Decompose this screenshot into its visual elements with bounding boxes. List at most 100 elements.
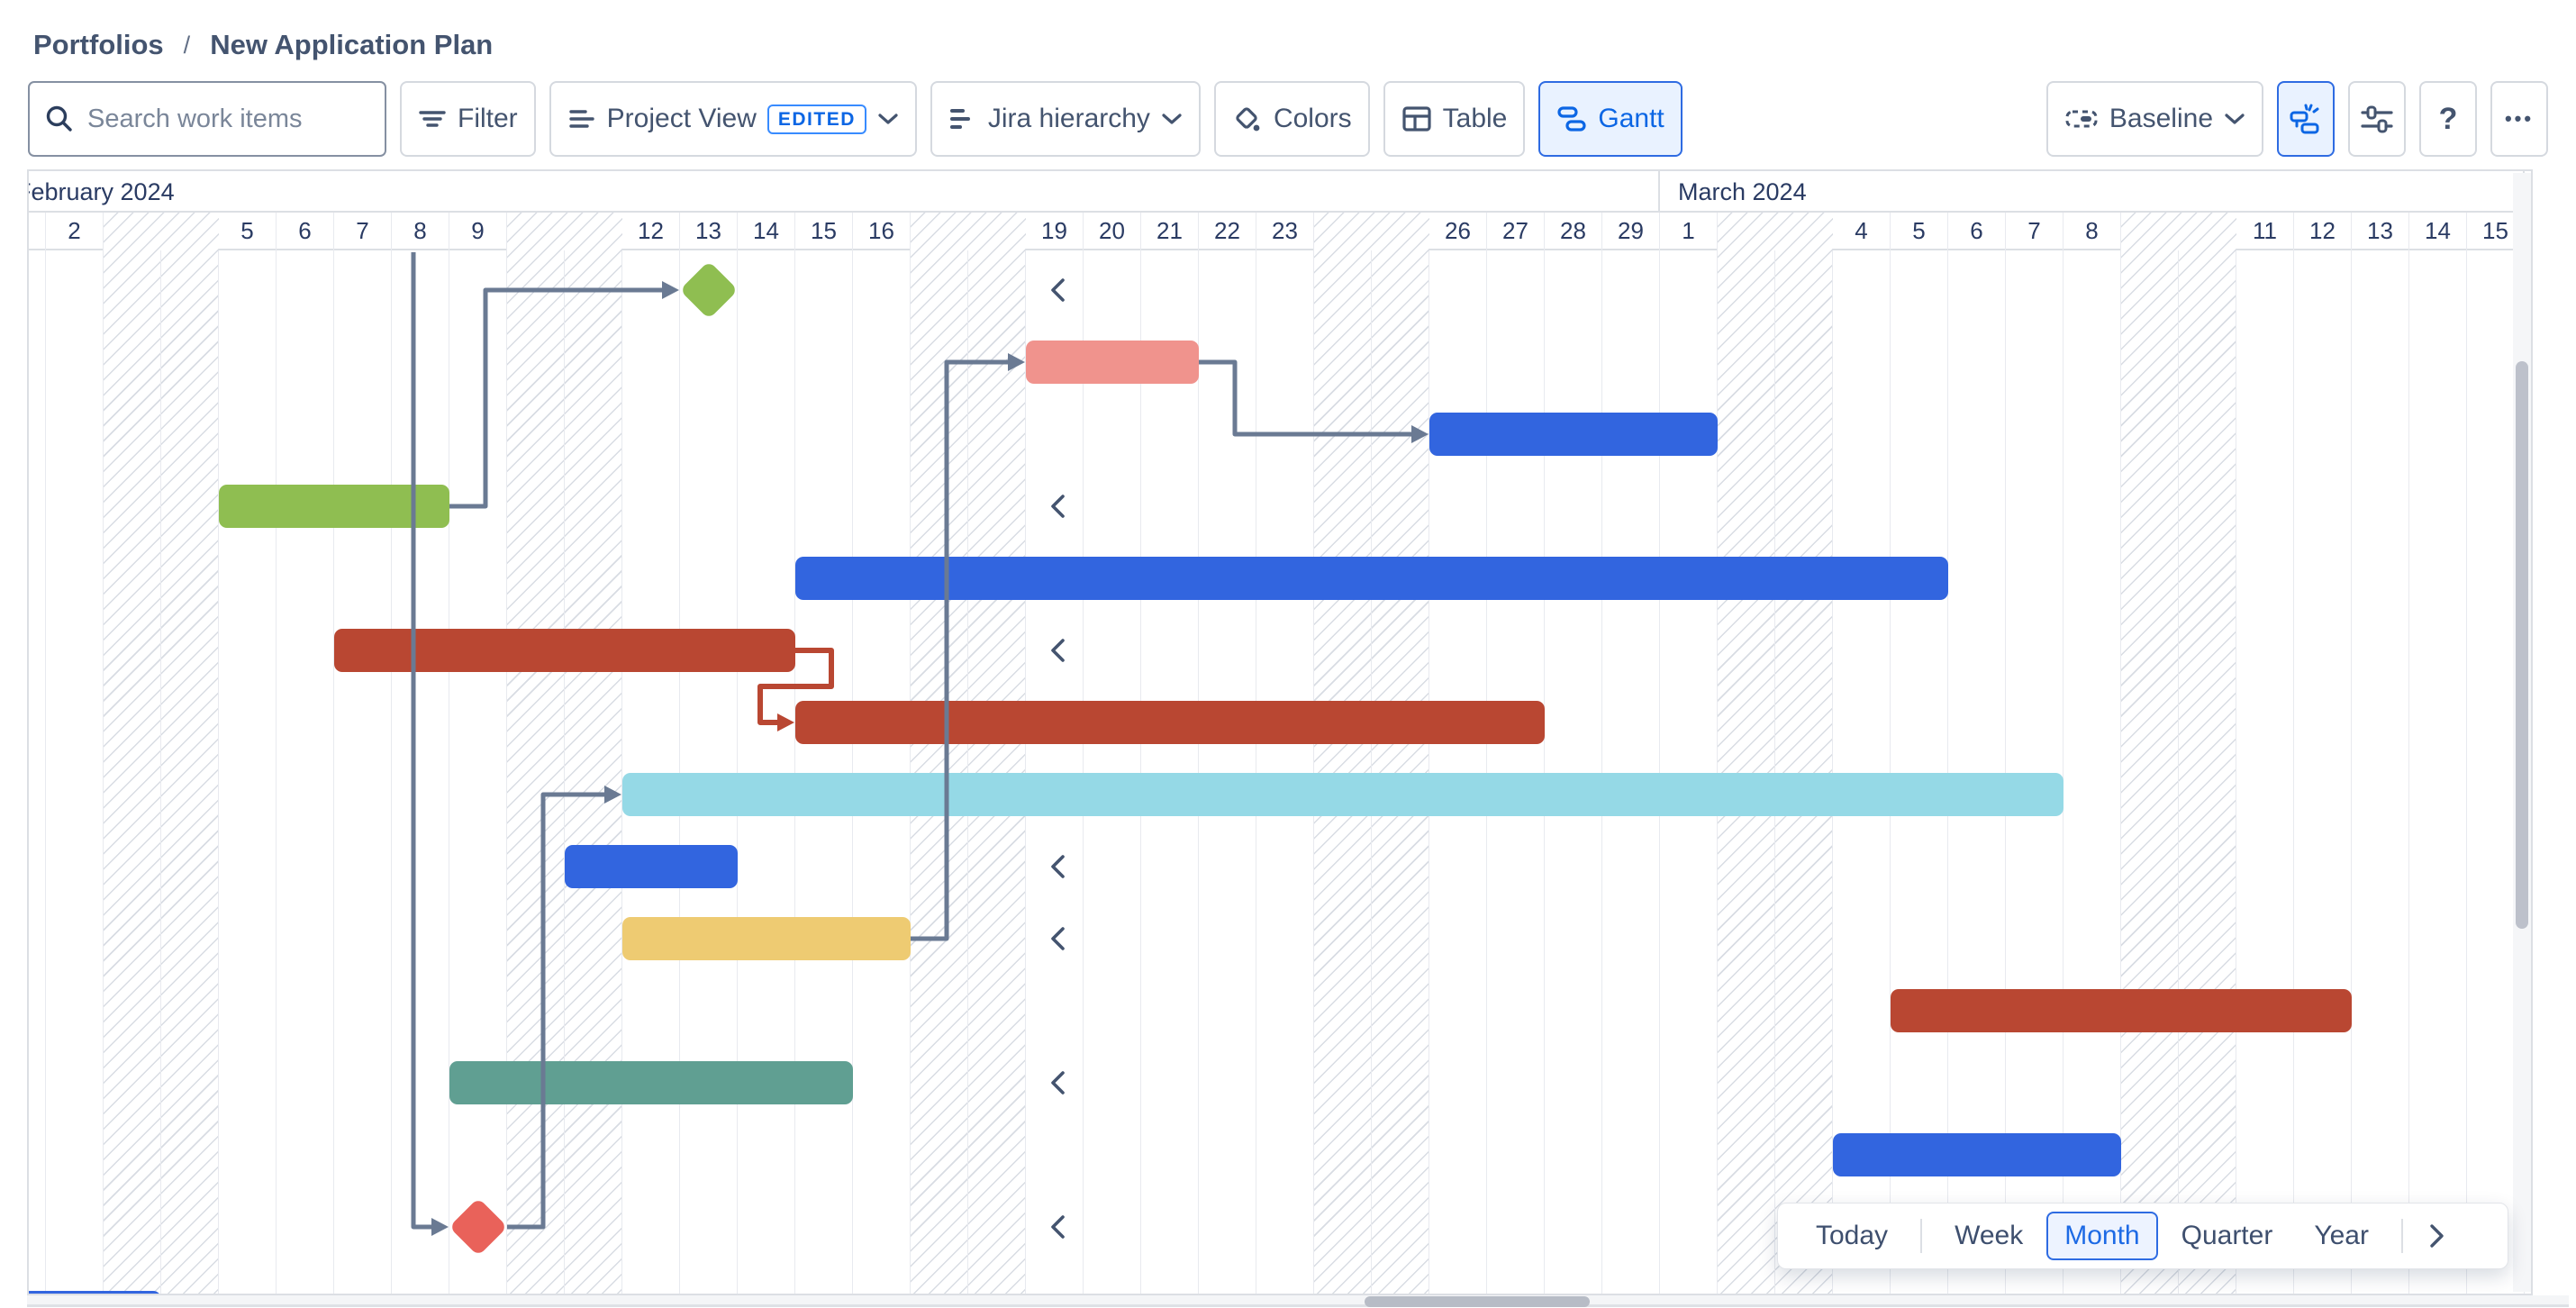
day-column bbox=[1429, 250, 1487, 1294]
month-label: March 2024 bbox=[1678, 178, 1807, 205]
paint-bucket-icon bbox=[1236, 107, 1260, 132]
zoom-year-button[interactable]: Year bbox=[2296, 1212, 2387, 1260]
day-header-cell: 16 bbox=[853, 213, 911, 250]
gantt-bar-t1[interactable] bbox=[1026, 341, 1199, 384]
day-header-cell: 21 bbox=[1141, 213, 1199, 250]
day-header-cell: 14 bbox=[2409, 213, 2467, 250]
gantt-icon bbox=[1557, 106, 1586, 132]
gantt-view-button[interactable]: Gantt bbox=[1538, 81, 1683, 157]
gantt-bar-t10[interactable] bbox=[1891, 989, 2352, 1032]
day-column bbox=[2352, 250, 2409, 1294]
day-column bbox=[2409, 250, 2467, 1294]
zoom-month-button[interactable]: Month bbox=[2046, 1212, 2158, 1260]
day-header-cell: 19 bbox=[1026, 213, 1084, 250]
day-header-cell: 1 bbox=[1660, 213, 1718, 250]
collapse-chevron-row-9[interactable] bbox=[1046, 852, 1069, 881]
day-column bbox=[622, 250, 680, 1294]
chevron-left-icon bbox=[1051, 495, 1065, 518]
day-header-cell: 12 bbox=[622, 213, 680, 250]
gantt-bar-t7[interactable] bbox=[622, 773, 2064, 816]
chevron-left-icon bbox=[1051, 927, 1065, 950]
collapse-chevron-row-10[interactable] bbox=[1046, 924, 1069, 953]
more-options-button[interactable]: ••• bbox=[2490, 81, 2548, 157]
day-header-cell: 5 bbox=[219, 213, 277, 250]
baseline-button[interactable]: Baseline bbox=[2045, 81, 2263, 157]
align-left-icon bbox=[568, 110, 594, 128]
gantt-bar-t4[interactable] bbox=[795, 557, 1948, 600]
day-header-cell: 13 bbox=[2352, 213, 2409, 250]
gantt-bar-t8[interactable] bbox=[565, 845, 738, 888]
more-icon: ••• bbox=[2504, 107, 2535, 130]
day-header-cell: 20 bbox=[1084, 213, 1141, 250]
gantt-bar-t3[interactable] bbox=[219, 485, 449, 528]
gantt-bar-t5[interactable] bbox=[334, 629, 795, 672]
day-column bbox=[392, 250, 449, 1294]
highlight-dependencies-button[interactable] bbox=[2277, 81, 2335, 157]
zoom-next-button[interactable] bbox=[2417, 1217, 2455, 1255]
collapse-chevron-row-12[interactable] bbox=[1046, 1068, 1069, 1097]
collapse-chevron-row-1[interactable] bbox=[1046, 276, 1069, 304]
help-button[interactable]: ? bbox=[2419, 81, 2477, 157]
day-header-cell: 8 bbox=[392, 213, 449, 250]
day-column bbox=[104, 250, 161, 1294]
weekend-shading bbox=[2121, 213, 2236, 1294]
search-box[interactable] bbox=[28, 81, 386, 157]
collapse-chevron-row-6[interactable] bbox=[1046, 636, 1069, 665]
zoom-week-button[interactable]: Week bbox=[1937, 1212, 2041, 1260]
day-header-cell: 26 bbox=[1429, 213, 1487, 250]
hierarchy-label: Jira hierarchy bbox=[987, 104, 1150, 133]
chevron-left-icon bbox=[1051, 639, 1065, 662]
day-column bbox=[161, 250, 219, 1294]
day-header-cell: 9 bbox=[449, 213, 507, 250]
project-view-button[interactable]: Project View EDITED bbox=[549, 81, 917, 157]
breadcrumb-portfolios[interactable]: Portfolios bbox=[33, 29, 164, 60]
colors-button[interactable]: Colors bbox=[1213, 81, 1370, 157]
day-header-cell: 15 bbox=[795, 213, 853, 250]
breadcrumb: Portfolios / New Application Plan bbox=[33, 29, 493, 61]
day-header-cell: 29 bbox=[1602, 213, 1660, 250]
day-header-cell: 13 bbox=[680, 213, 738, 250]
view-settings-button[interactable] bbox=[2348, 81, 2406, 157]
day-column bbox=[2179, 250, 2236, 1294]
table-label: Table bbox=[1442, 104, 1508, 133]
chevron-left-icon bbox=[1051, 278, 1065, 302]
vertical-scrollbar-thumb[interactable] bbox=[2516, 361, 2528, 929]
timeline-zoom-card: Today Week Month Quarter Year bbox=[1777, 1203, 2508, 1269]
filter-button[interactable]: Filter bbox=[400, 81, 536, 157]
gantt-bar-t13[interactable] bbox=[29, 1291, 161, 1294]
hierarchy-button[interactable]: Jira hierarchy bbox=[930, 81, 1201, 157]
chevron-left-icon bbox=[1051, 855, 1065, 878]
horizontal-scrollbar-track bbox=[27, 1295, 2569, 1304]
gantt-bar-t11[interactable] bbox=[449, 1061, 853, 1104]
filter-label: Filter bbox=[458, 104, 518, 133]
day-column bbox=[2064, 250, 2121, 1294]
day-column bbox=[29, 213, 46, 1294]
day-column bbox=[46, 250, 104, 1294]
chevron-right-icon bbox=[2430, 1224, 2444, 1248]
gantt-bar-t12[interactable] bbox=[1833, 1133, 2121, 1176]
gantt-bar-t9[interactable] bbox=[622, 917, 911, 960]
day-column bbox=[1372, 250, 1429, 1294]
weekend-shading bbox=[104, 213, 219, 1294]
collapse-chevron-row-4[interactable] bbox=[1046, 492, 1069, 521]
sliders-icon bbox=[2361, 105, 2393, 133]
day-header-cell: 7 bbox=[334, 213, 392, 250]
day-column bbox=[1718, 250, 1775, 1294]
day-column bbox=[277, 250, 334, 1294]
day-header-cell: 12 bbox=[2294, 213, 2352, 250]
divider bbox=[1920, 1219, 1923, 1253]
collapse-chevron-row-14[interactable] bbox=[1046, 1213, 1069, 1241]
table-view-button[interactable]: Table bbox=[1383, 81, 1526, 157]
zoom-today-button[interactable]: Today bbox=[1798, 1212, 1906, 1260]
gantt-bar-t2[interactable] bbox=[1429, 413, 1718, 456]
horizontal-scrollbar-thumb[interactable] bbox=[1365, 1296, 1590, 1307]
day-column bbox=[449, 250, 507, 1294]
day-column bbox=[680, 250, 738, 1294]
zoom-quarter-button[interactable]: Quarter bbox=[2163, 1212, 2291, 1260]
day-column bbox=[968, 250, 1026, 1294]
colors-label: Colors bbox=[1273, 104, 1352, 133]
day-header-cell: 6 bbox=[277, 213, 334, 250]
day-header-cell: 11 bbox=[2236, 213, 2294, 250]
search-input[interactable] bbox=[86, 103, 370, 135]
gantt-bar-t6[interactable] bbox=[795, 701, 1545, 744]
